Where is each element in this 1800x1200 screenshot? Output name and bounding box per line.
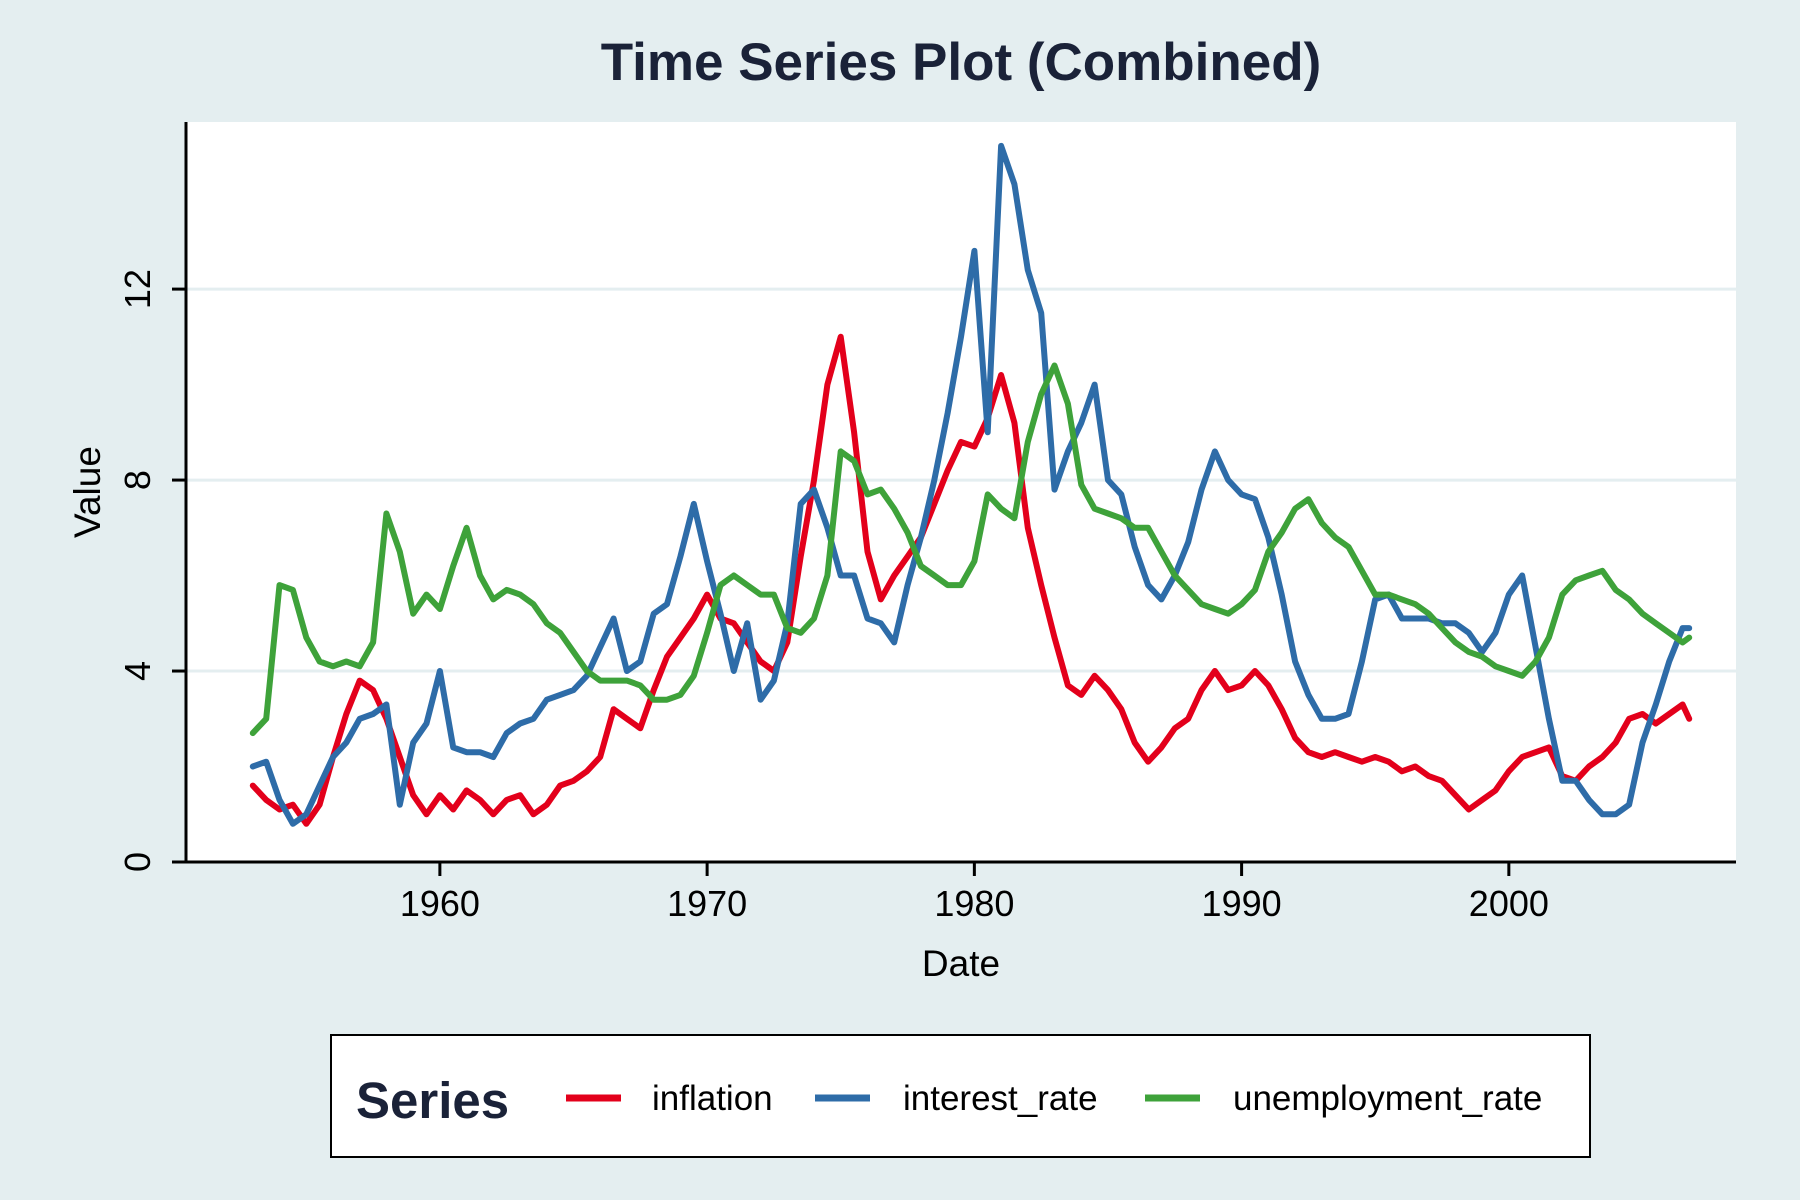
axes [184, 122, 1736, 864]
y-tick-label-0: 0 [117, 852, 158, 872]
legend-label-inflation: inflation [652, 1079, 773, 1118]
y-tick-label-4: 4 [117, 661, 158, 681]
x-axis-title: Date [922, 943, 1000, 984]
x-tick-label-1980: 1980 [934, 883, 1014, 924]
series-line-unemployment-rate [249, 362, 1693, 737]
plot-area [186, 122, 1736, 862]
x-tick-label-1960: 1960 [400, 883, 480, 924]
legend-title: Series [356, 1072, 509, 1129]
y-tick-label-8: 8 [117, 470, 158, 490]
legend-label-interest-rate: interest_rate [903, 1079, 1098, 1118]
y-tick-label-12: 12 [117, 269, 158, 309]
legend-label-unemployment-rate: unemployment_rate [1233, 1079, 1542, 1118]
x-tick-label-1990: 1990 [1202, 883, 1282, 924]
ticks: 0 4 8 12 1960 1970 1980 1990 2000 [117, 269, 1549, 924]
legend: Series inflation interest_rate unemploym… [330, 1034, 1591, 1158]
x-tick-label-1970: 1970 [667, 883, 747, 924]
series-line-inflation [249, 333, 1693, 827]
x-tick-label-2000: 2000 [1469, 883, 1549, 924]
series-line-interest-rate [249, 142, 1693, 827]
grid-lines [186, 287, 1736, 673]
series-lines [249, 142, 1693, 827]
legend-box [330, 1034, 1591, 1158]
y-axis-title: Value [67, 446, 108, 538]
chart-title: Time Series Plot (Combined) [601, 33, 1322, 92]
